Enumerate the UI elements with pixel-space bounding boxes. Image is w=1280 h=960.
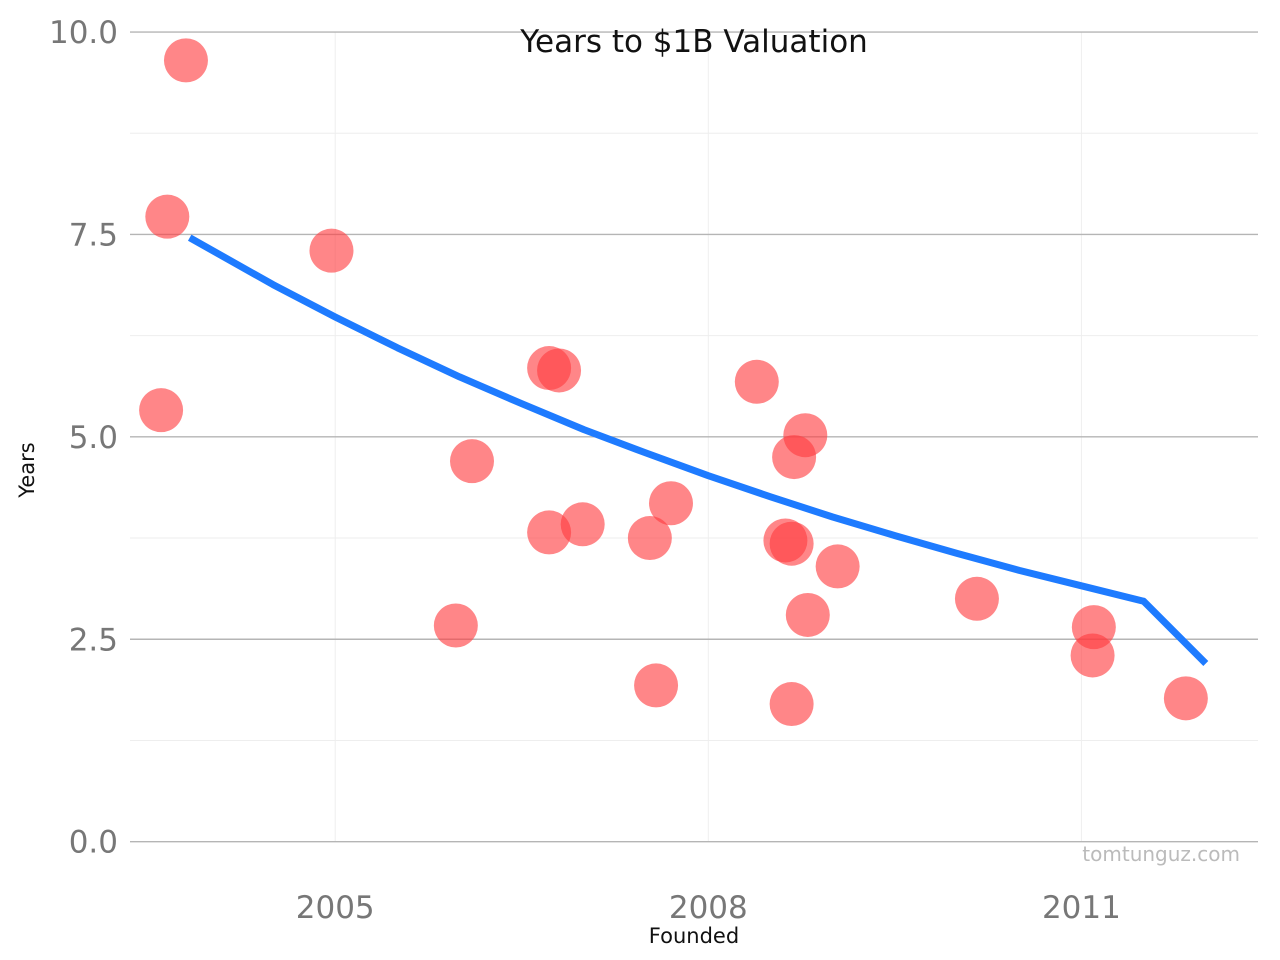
y-tick-label: 5.0 (69, 420, 118, 456)
x-axis-title: Founded (649, 924, 739, 948)
data-point (145, 194, 190, 239)
data-point (309, 228, 354, 273)
trend-line (187, 234, 1209, 666)
y-axis-title: Years (15, 442, 39, 498)
data-point (783, 413, 828, 458)
y-tick-label: 0.0 (69, 825, 118, 861)
data-point (163, 38, 208, 83)
data-point (560, 502, 605, 547)
x-tick-label: 2008 (669, 890, 748, 926)
data-point (1070, 633, 1115, 678)
y-tick-label: 7.5 (69, 217, 118, 253)
y-tick-label: 2.5 (69, 622, 118, 658)
data-point (1163, 676, 1208, 721)
data-point (785, 592, 830, 637)
data-point (433, 603, 478, 648)
chart-title: Years to $1B Valuation (519, 24, 868, 60)
data-point (450, 439, 495, 484)
x-tick-label: 2005 (296, 890, 375, 926)
data-point (139, 388, 184, 433)
data-point (527, 510, 572, 555)
trend-layer (187, 234, 1209, 666)
data-point (815, 544, 860, 589)
data-point (648, 481, 693, 526)
data-point (537, 348, 582, 393)
data-point (769, 521, 814, 566)
y-tick-label: 10.0 (49, 15, 118, 51)
points-layer (139, 38, 1208, 727)
data-point (627, 516, 672, 561)
grid-layer (130, 31, 1258, 843)
x-tick-label: 2011 (1042, 890, 1121, 926)
data-point (734, 359, 779, 404)
data-point (634, 663, 679, 708)
data-point (954, 576, 999, 621)
watermark: tomtunguz.com (1082, 842, 1240, 866)
ticks-layer: 0.0 2.5 5.0 7.5 10.0 2005 2008 2011 (49, 15, 1121, 926)
data-point (769, 682, 814, 727)
